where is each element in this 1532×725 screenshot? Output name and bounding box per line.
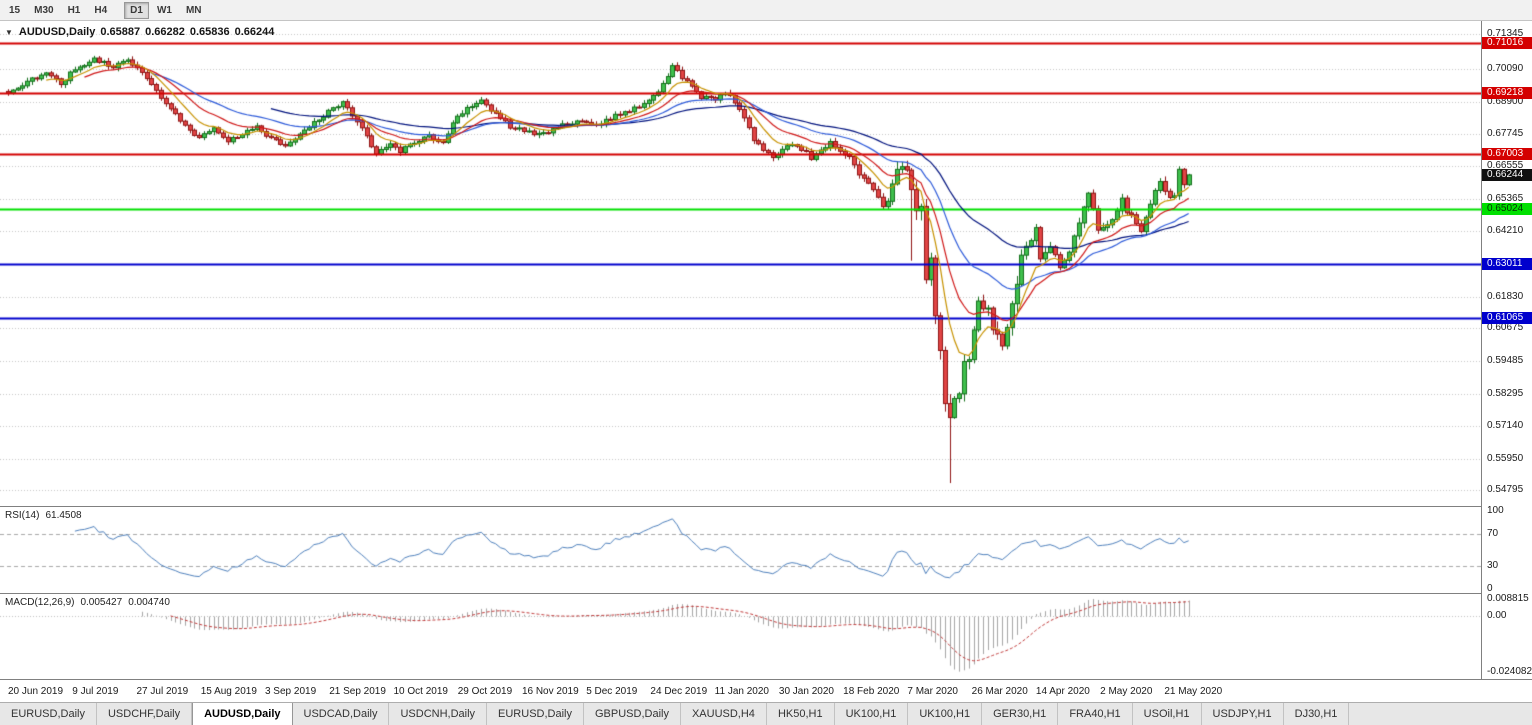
- price-axis-label: 0.64210: [1487, 224, 1524, 236]
- price-axis-label: 0.71345: [1487, 28, 1524, 40]
- price-axis-label: 0.59485: [1487, 355, 1524, 367]
- timeframe-toolbar: 15 M30 H1 H4 D1 W1 MN: [0, 0, 1532, 21]
- rsi-axis-label: 100: [1487, 505, 1504, 516]
- pane-separator-rsi-macd[interactable]: [0, 593, 1532, 594]
- timeframe-button-15[interactable]: 15: [9, 4, 21, 16]
- rsi-axis-label: 30: [1487, 559, 1499, 571]
- ohlc-open: 0.65887: [100, 26, 141, 38]
- pane-separator-main-rsi[interactable]: [0, 506, 1532, 507]
- chart-symbol-label: AUDUSD,Daily: [18, 26, 96, 38]
- chart-tab-eurusd-daily[interactable]: EURUSD,Daily: [0, 703, 97, 725]
- price-level-marker: 0.65024: [1482, 202, 1532, 215]
- chart-tab-usdjpy-h1[interactable]: USDJPY,H1: [1201, 703, 1284, 725]
- chart-tab-uk100-h1[interactable]: UK100,H1: [908, 703, 983, 725]
- date-axis-label: 7 Mar 2020: [907, 686, 958, 697]
- chart-tab-xauusd-h4[interactable]: XAUUSD,H4: [680, 703, 767, 725]
- price-axis-label: 0.54795: [1487, 484, 1524, 496]
- chart-tab-usdchf-daily[interactable]: USDCHF,Daily: [96, 703, 193, 725]
- chart-tab-usoil-h1[interactable]: USOil,H1: [1132, 703, 1202, 725]
- timeframe-button-group: 15 M30 H1 H4 D1 W1 MN: [3, 1, 208, 19]
- price-axis-label: 0.70090: [1487, 62, 1524, 74]
- chart-header: ▼ AUDUSD,Daily 0.65887 0.66282 0.65836 0…: [5, 26, 274, 38]
- price-axis-label: 0.58295: [1487, 387, 1524, 399]
- price-axis-label: 0.66555: [1487, 160, 1524, 172]
- macd-signal-value: 0.004740: [128, 597, 170, 608]
- time-axis[interactable]: 20 Jun 2019 9 Jul 2019 27 Jul 2019 15 Aug 2…: [0, 679, 1532, 702]
- price-level-marker: 0.66244: [1482, 168, 1532, 181]
- ohlc-high: 0.66282: [145, 26, 185, 38]
- timeframe-button-d1[interactable]: D1: [124, 1, 149, 19]
- date-axis-label: 5 Dec 2019: [586, 686, 638, 697]
- macd-label: MACD(12,26,9): [5, 597, 75, 608]
- chart-tab-bar: EURUSD,Daily USDCHF,Daily AUDUSD,Daily USDC…: [0, 702, 1532, 725]
- date-axis-label: 30 Jan 2020: [778, 686, 834, 697]
- chart-tab-audusd-daily[interactable]: AUDUSD,Daily: [192, 703, 293, 725]
- macd-header: MACD(12,26,9) 0.005427 0.004740: [5, 597, 170, 608]
- price-level-marker: 0.63011: [1482, 257, 1532, 270]
- chart-tab-gbpusd-daily[interactable]: GBPUSD,Daily: [584, 703, 681, 725]
- chevron-down-icon[interactable]: ▼: [5, 27, 13, 37]
- macd-axis-label: 0.008815: [1487, 593, 1529, 604]
- date-axis-label: 18 Feb 2020: [843, 686, 900, 697]
- timeframe-button-w1[interactable]: W1: [156, 4, 172, 16]
- timeframe-button-h4[interactable]: H4: [94, 4, 108, 16]
- chart-tab-hk50-h1[interactable]: HK50,H1: [766, 703, 835, 725]
- price-level-marker: 0.61065: [1482, 311, 1532, 324]
- date-axis-label: 26 Mar 2020: [971, 686, 1028, 697]
- date-axis-label: 20 Jun 2019: [8, 686, 64, 697]
- date-axis-label: 15 Aug 2019: [200, 686, 257, 697]
- price-level-marker: 0.69218: [1482, 86, 1532, 99]
- macd-main-value: 0.005427: [80, 597, 123, 608]
- chart-tab-eurusd-daily[interactable]: EURUSD,Daily: [487, 703, 584, 725]
- rsi-indicator-canvas[interactable]: [0, 507, 1481, 593]
- chart-tab-ger30-h1[interactable]: GER30,H1: [982, 703, 1059, 725]
- date-axis-label: 9 Jul 2019: [72, 686, 119, 697]
- rsi-label: RSI(14): [5, 510, 40, 521]
- date-axis-label: 29 Oct 2019: [457, 686, 513, 697]
- macd-indicator-canvas[interactable]: [0, 594, 1481, 679]
- date-axis-label: 21 Sep 2019: [329, 686, 386, 697]
- chart-tab-dj30-h1[interactable]: DJ30,H1: [1283, 703, 1350, 725]
- chart-tab-fra40-h1[interactable]: FRA40,H1: [1058, 703, 1133, 725]
- timeframe-button-m30[interactable]: M30: [34, 4, 54, 16]
- price-axis-label: 0.57140: [1487, 419, 1524, 431]
- macd-axis-label: 0.00: [1487, 609, 1507, 621]
- ohlc-close: 0.66244: [234, 26, 275, 38]
- ohlc-low: 0.65836: [189, 26, 230, 38]
- price-axis-label: 0.67745: [1487, 127, 1524, 139]
- macd-axis-label: -0.024082: [1487, 665, 1532, 677]
- price-level-marker: 0.67003: [1482, 147, 1532, 160]
- timeframe-button-mn[interactable]: MN: [185, 4, 202, 16]
- timeframe-button-h1[interactable]: H1: [67, 4, 81, 16]
- price-axis-label: 0.60675: [1487, 322, 1524, 334]
- date-axis-label: 24 Dec 2019: [650, 686, 708, 697]
- chart-tab-uk100-h1[interactable]: UK100,H1: [834, 703, 909, 725]
- rsi-header: RSI(14) 61.4508: [5, 510, 82, 521]
- date-axis-label: 10 Oct 2019: [393, 686, 448, 697]
- date-axis-label: 14 Apr 2020: [1035, 686, 1090, 697]
- date-axis-label: 11 Jan 2020: [714, 686, 769, 697]
- date-axis-label: 27 Jul 2019: [136, 686, 189, 697]
- price-axis[interactable]: 0.71345 0.70090 0.68900 0.67745 0.66555 0.653…: [1481, 21, 1532, 679]
- price-chart-canvas[interactable]: [0, 21, 1481, 506]
- chart-tab-usdcad-daily[interactable]: USDCAD,Daily: [292, 703, 390, 725]
- date-axis-label: 3 Sep 2019: [264, 686, 317, 697]
- price-level-marker: 0.71016: [1482, 37, 1532, 50]
- date-axis-label: 16 Nov 2019: [521, 686, 579, 697]
- price-axis-label: 0.68900: [1487, 95, 1524, 107]
- rsi-axis-label: 70: [1487, 528, 1499, 540]
- chart-tab-usdcnh-daily[interactable]: USDCNH,Daily: [389, 703, 488, 725]
- rsi-axis-label: 0: [1487, 583, 1493, 594]
- date-axis-label: 21 May 2020: [1164, 686, 1223, 697]
- price-axis-label: 0.61830: [1487, 290, 1524, 302]
- price-axis-label: 0.65365: [1487, 193, 1524, 205]
- date-axis-label: 2 May 2020: [1100, 686, 1153, 697]
- price-axis-label: 0.55950: [1487, 452, 1524, 464]
- rsi-value: 61.4508: [45, 510, 82, 521]
